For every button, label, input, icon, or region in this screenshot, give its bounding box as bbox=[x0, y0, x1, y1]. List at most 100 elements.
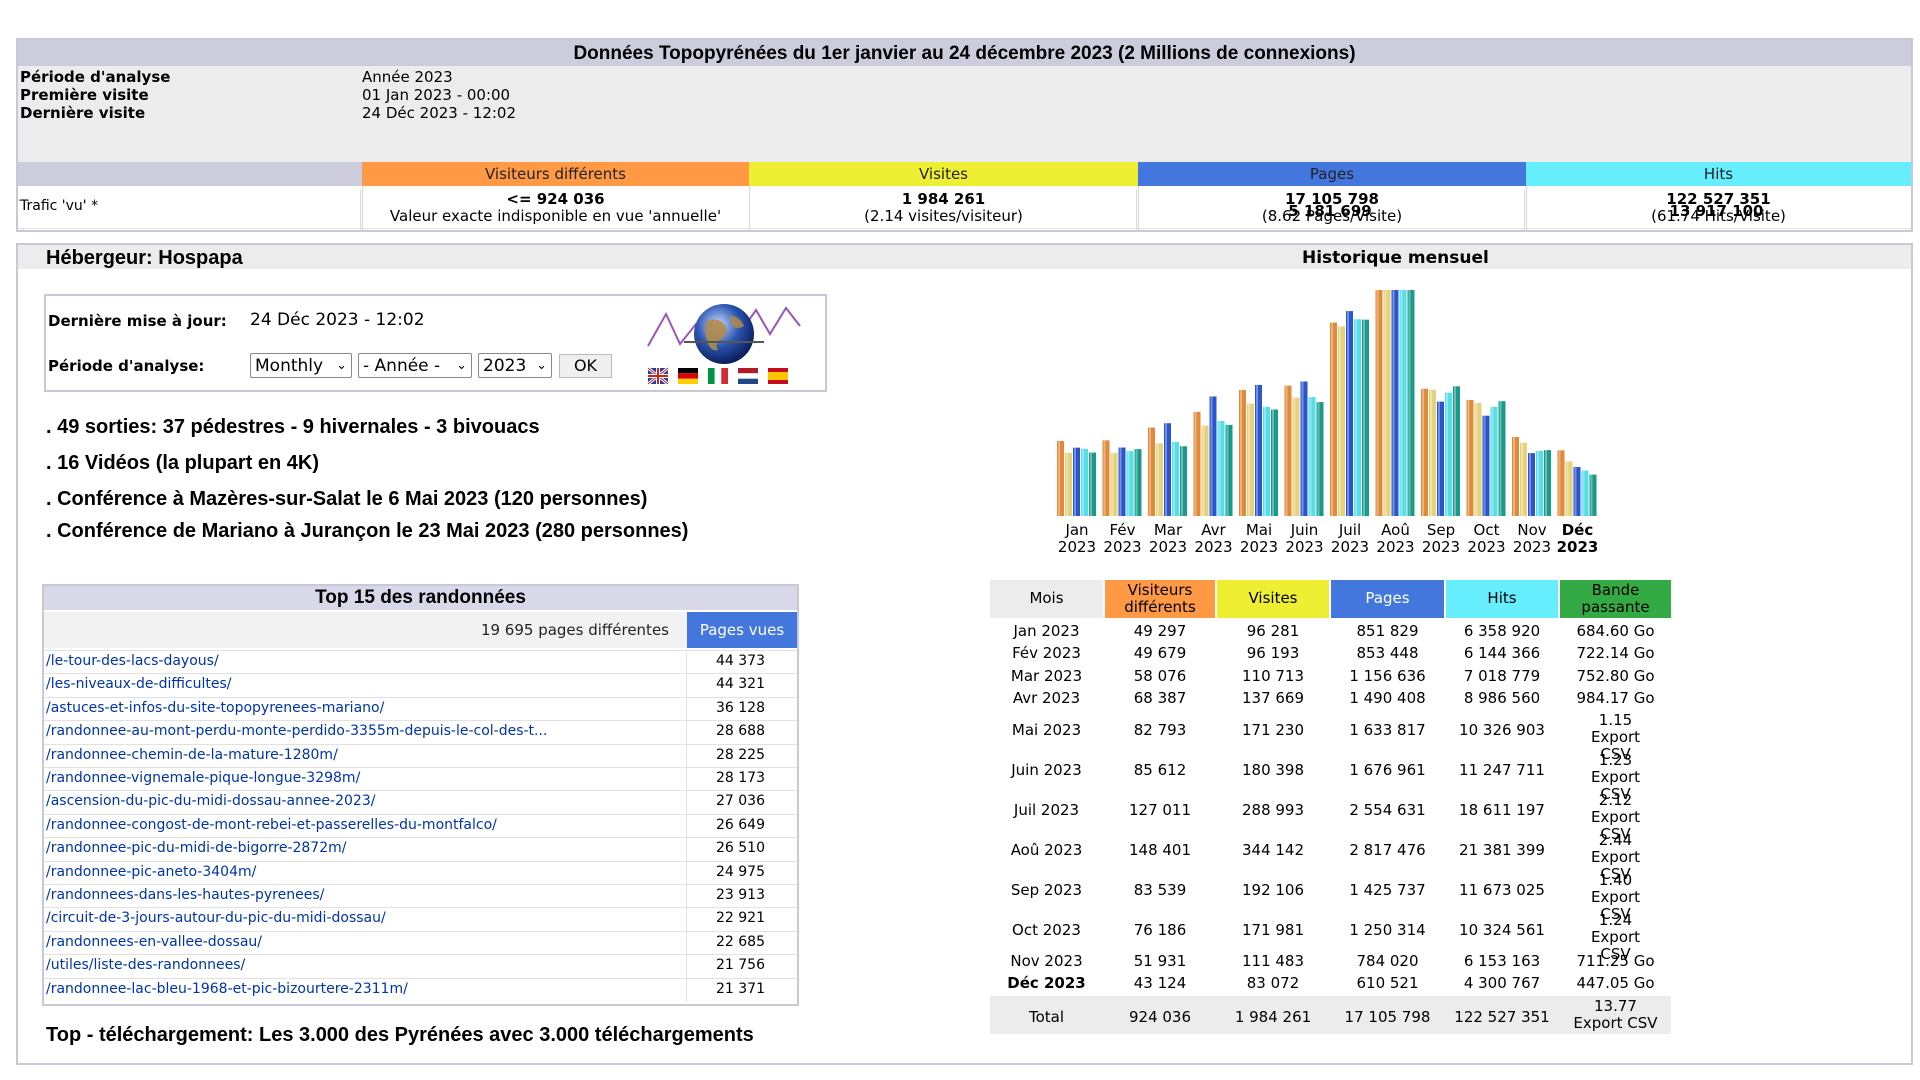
bar-visites-mai bbox=[1247, 403, 1254, 516]
table-cell: 1.23 Export CSV bbox=[1590, 751, 1641, 803]
year-mode-select[interactable]: - Année - ⌄ bbox=[358, 353, 472, 378]
hike-link[interactable]: /astuces-et-infos-du-site-topopyrenees-m… bbox=[46, 699, 385, 716]
table-row: /randonnee-au-mont-perdu-monte-perdido-3… bbox=[44, 720, 797, 745]
bar-pages-mai bbox=[1255, 384, 1262, 516]
table-cell: 8 986 560 bbox=[1463, 689, 1541, 707]
bar-highlight bbox=[1590, 474, 1593, 516]
table-row: /randonnee-chemin-de-la-mature-1280m/28 … bbox=[44, 743, 797, 768]
col-divider bbox=[686, 908, 687, 932]
table-cell: 82 793 bbox=[1133, 721, 1187, 739]
bar-visites-nov bbox=[1520, 442, 1527, 516]
hike-link[interactable]: /randonnee-congost-de-mont-rebei-et-pass… bbox=[46, 816, 497, 833]
month-label: Juil 2023 bbox=[1013, 801, 1080, 819]
bar-bande-passante-sep bbox=[1453, 386, 1460, 516]
bar-highlight bbox=[1574, 467, 1577, 516]
bar-visites-aoû bbox=[1383, 290, 1391, 516]
table-cell: 10 324 561 bbox=[1459, 921, 1545, 939]
bar-visites-oct bbox=[1474, 403, 1482, 516]
col-divider bbox=[686, 768, 687, 791]
bar-hits-avr bbox=[1217, 421, 1225, 516]
tick-month: Fév bbox=[1109, 521, 1136, 539]
page-views-value: 22 685 bbox=[716, 933, 765, 950]
hike-link[interactable]: /randonnees-en-vallee-dossau/ bbox=[46, 933, 262, 950]
year-mode-value: - Année - bbox=[363, 356, 441, 376]
page-views-value: 23 913 bbox=[716, 887, 765, 903]
table-cell: 344 142 bbox=[1241, 841, 1305, 859]
summary-info-band bbox=[18, 66, 1911, 162]
hike-link[interactable]: /randonnee-au-mont-perdu-monte-perdido-3… bbox=[46, 723, 548, 740]
period-value: Année 2023 bbox=[362, 68, 453, 86]
bar-pages-mar bbox=[1164, 423, 1171, 516]
spanish-flag-icon[interactable] bbox=[768, 368, 788, 384]
dutch-flag-icon[interactable] bbox=[738, 368, 758, 384]
table-cell: 2.12 Export CSV bbox=[1590, 791, 1641, 843]
tick-label-oct: Oct 2023 bbox=[1465, 522, 1509, 556]
table-cell: 85 612 bbox=[1133, 761, 1187, 779]
bar-highlight bbox=[1491, 406, 1494, 516]
tick-label-juil: Juil 2023 bbox=[1328, 522, 1372, 556]
hike-link[interactable]: /randonnee-lac-bleu-1968-et-pic-bizourte… bbox=[46, 980, 408, 997]
hike-link[interactable]: /circuit-de-3-jours-autour-du-pic-du-mid… bbox=[46, 910, 386, 927]
italian-flag-icon[interactable] bbox=[708, 368, 728, 384]
hits-ratio: (61.74 Hits/Visite) bbox=[1651, 207, 1786, 225]
bullet-conference-mazeres: . Conférence à Mazères-sur-Salat le 6 Ma… bbox=[46, 488, 648, 510]
hike-link[interactable]: /ascension-du-pic-du-midi-dossau-annee-2… bbox=[46, 793, 376, 810]
bar-bande-passante-aoû bbox=[1407, 290, 1415, 516]
table-row: /randonnees-dans-les-hautes-pyrenees/23 … bbox=[44, 884, 797, 908]
table-cell: 110 713 bbox=[1241, 667, 1305, 685]
german-flag-icon[interactable] bbox=[678, 368, 698, 384]
bar-visiteurs-diff-rents-juil bbox=[1330, 322, 1337, 516]
hike-link[interactable]: /le-tour-des-lacs-dayous/ bbox=[46, 653, 219, 669]
column-header: Pages bbox=[1331, 580, 1444, 618]
bar-highlight bbox=[1149, 427, 1151, 516]
bar-highlight bbox=[1384, 290, 1387, 516]
ok-button[interactable]: OK bbox=[559, 354, 612, 378]
bar-highlight bbox=[1355, 319, 1357, 516]
table-row: /randonnee-lac-bleu-1968-et-pic-bizourte… bbox=[44, 977, 797, 1002]
bar-hits-déc bbox=[1581, 470, 1589, 516]
uk-flag-icon[interactable] bbox=[648, 366, 669, 386]
page-views-value: 44 321 bbox=[716, 676, 765, 693]
tick-year: 2023 bbox=[1239, 538, 1279, 556]
bar-bande-passante-juin bbox=[1316, 402, 1324, 516]
tick-label-aoû: Aoû 2023 bbox=[1374, 522, 1418, 556]
bar-highlight bbox=[1240, 389, 1242, 516]
bar-highlight bbox=[1127, 451, 1130, 516]
bar-bande-passante-mai bbox=[1271, 409, 1278, 516]
bar-visiteurs-diff-rents-avr bbox=[1193, 411, 1201, 516]
hike-link[interactable]: /utiles/liste-des-randonnees/ bbox=[46, 957, 246, 974]
bar-visites-jan bbox=[1065, 452, 1072, 516]
bar-highlight bbox=[1422, 388, 1424, 516]
bar-highlight bbox=[1467, 399, 1470, 516]
page-views-value: 44 373 bbox=[716, 653, 765, 669]
tick-label-mai: Mai 2023 bbox=[1237, 522, 1281, 556]
period-label: Période d'analyse bbox=[20, 68, 171, 86]
table-row: /utiles/liste-des-randonnees/21 756 bbox=[44, 954, 797, 979]
chevron-down-icon: ⌄ bbox=[456, 358, 467, 373]
bar-visiteurs-diff-rents-jan bbox=[1057, 440, 1064, 516]
bar-highlight bbox=[1181, 446, 1183, 516]
bar-pages-nov bbox=[1528, 453, 1535, 516]
bar-highlight bbox=[1309, 397, 1312, 516]
hike-link[interactable]: /randonnee-vignemale-pique-longue-3298m/ bbox=[46, 770, 361, 786]
last-update-label: Dernière mise à jour: bbox=[48, 312, 227, 330]
hike-link[interactable]: /randonnee-chemin-de-la-mature-1280m/ bbox=[46, 746, 338, 763]
tick-year: 2023 bbox=[1421, 538, 1461, 556]
bar-highlight bbox=[1400, 290, 1403, 516]
hike-link[interactable]: /randonnee-pic-aneto-3404m/ bbox=[46, 863, 257, 880]
table-cell: 6 153 163 bbox=[1463, 952, 1541, 970]
bar-highlight bbox=[1363, 319, 1365, 516]
tick-month: Sep bbox=[1426, 521, 1456, 539]
bar-pages-aoû bbox=[1391, 290, 1399, 516]
bullet-videos: . 16 Vidéos (la plupart en 4K) bbox=[46, 452, 320, 474]
hits-total: 122 527 351 bbox=[1666, 190, 1771, 208]
hike-link[interactable]: /les-niveaux-de-difficultes/ bbox=[46, 676, 232, 693]
tick-year: 2023 bbox=[1057, 538, 1097, 556]
hike-link[interactable]: /randonnee-pic-du-midi-de-bigorre-2872m/ bbox=[46, 840, 347, 857]
col-divider bbox=[749, 186, 750, 230]
hike-link[interactable]: /randonnees-dans-les-hautes-pyrenees/ bbox=[46, 887, 325, 903]
tick-month: Mai bbox=[1245, 521, 1273, 539]
month-select[interactable]: Monthly ⌄ bbox=[250, 353, 352, 378]
bar-highlight bbox=[1483, 415, 1486, 516]
year-select[interactable]: 2023 ⌄ bbox=[478, 353, 552, 378]
